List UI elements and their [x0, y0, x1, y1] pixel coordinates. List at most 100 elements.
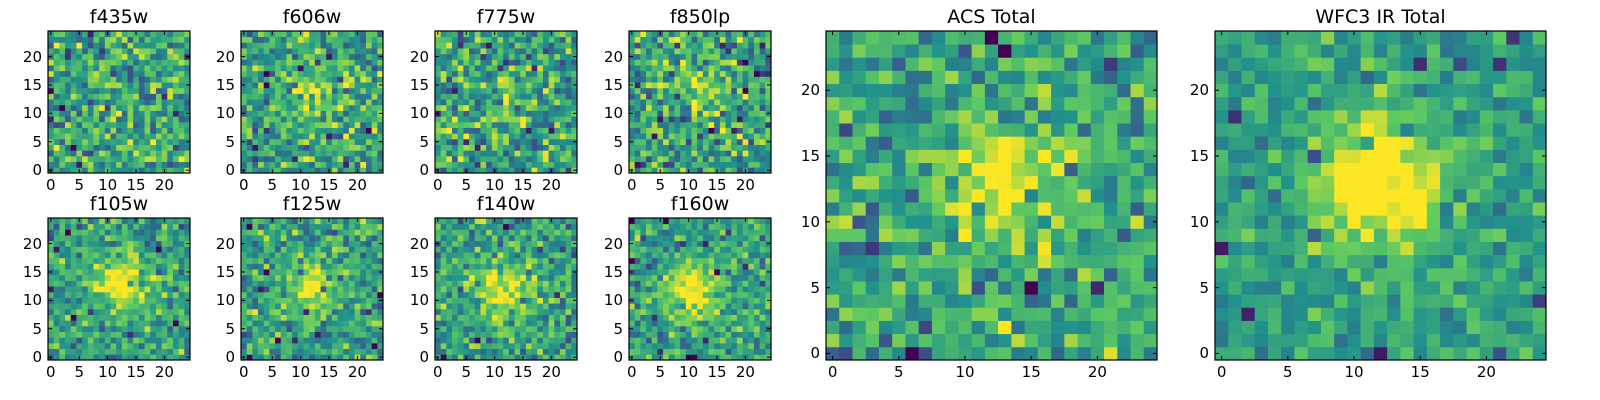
heatmap-cell: [252, 331, 259, 338]
heatmap-cell: [680, 87, 687, 94]
heatmap-cell: [348, 286, 355, 293]
heatmap-cell: [292, 167, 299, 174]
heatmap-cell: [184, 133, 191, 140]
heatmap-cell: [292, 320, 299, 327]
heatmap-cell: [514, 280, 521, 287]
heatmap-cell: [116, 31, 123, 38]
heatmap-cell: [138, 325, 145, 332]
heatmap-cell: [127, 337, 134, 344]
heatmap-cell: [150, 280, 157, 287]
heatmap-cell: [480, 138, 487, 145]
heatmap-cell: [559, 240, 567, 247]
heatmap-cell: [646, 303, 653, 310]
heatmap-cell: [371, 269, 378, 276]
heatmap-cell: [514, 246, 521, 253]
heatmap-cell: [65, 320, 72, 327]
heatmap-cell: [565, 82, 572, 89]
heatmap-cell: [87, 42, 94, 49]
heatmap-cell: [714, 291, 721, 298]
heatmap-cell: [531, 59, 538, 66]
heatmap-cell: [297, 70, 304, 77]
heatmap-cell: [280, 155, 287, 163]
heatmap-cell: [53, 138, 60, 145]
heatmap-cell: [651, 286, 658, 293]
heatmap-cell: [708, 269, 715, 276]
heatmap-cell: [252, 48, 259, 55]
heatmap-cell: [742, 110, 749, 117]
heatmap-cell: [252, 337, 259, 344]
heatmap-cell: [280, 286, 287, 293]
heatmap-cell: [514, 87, 521, 94]
heatmap-cell: [474, 297, 481, 304]
heatmap-cell: [263, 342, 270, 350]
heatmap-cell: [70, 235, 77, 242]
heatmap-cell: [697, 59, 704, 66]
heatmap-cell: [82, 127, 89, 134]
heatmap-cell: [554, 121, 561, 128]
heatmap-cell: [93, 104, 100, 111]
heatmap-cell: [331, 31, 338, 38]
heatmap-cell: [172, 331, 180, 338]
heatmap-cell: [440, 263, 447, 270]
heatmap-cell: [725, 291, 732, 298]
heatmap-cell: [559, 308, 567, 315]
heatmap-cell: [348, 167, 355, 174]
heatmap-cell: [634, 87, 641, 94]
heatmap-cell: [742, 93, 749, 100]
heatmap-cell: [486, 161, 493, 168]
heatmap-cell: [360, 110, 367, 117]
heatmap-cell: [657, 53, 664, 60]
heatmap-cell: [565, 155, 572, 163]
heatmap-cell: [82, 235, 89, 242]
heatmap-cell: [435, 235, 442, 242]
heatmap-cell: [241, 246, 248, 253]
heatmap-cell: [303, 325, 310, 332]
heatmap-cell: [435, 280, 442, 287]
heatmap-cell: [634, 82, 641, 89]
heatmap-cell: [514, 31, 521, 38]
heatmap-cell: [759, 48, 766, 55]
heatmap-cell: [121, 99, 128, 106]
heatmap-cell: [104, 93, 111, 100]
heatmap-cell: [742, 127, 749, 134]
heatmap-cell: [155, 348, 162, 355]
heatmap-cell: [708, 325, 715, 332]
heatmap-cell: [531, 104, 538, 111]
heatmap-cell: [99, 121, 106, 128]
heatmap-cell: [457, 133, 464, 140]
heatmap-cell: [258, 263, 265, 270]
heatmap-cell: [116, 229, 123, 236]
y-tick-label: 0: [613, 161, 623, 180]
heatmap-cell: [314, 150, 321, 157]
heatmap-cell: [503, 82, 510, 89]
heatmap-cell: [76, 93, 83, 100]
heatmap-cell: [150, 110, 157, 117]
heatmap-cell: [765, 59, 772, 66]
heatmap-cell: [127, 99, 134, 106]
heatmap-cell: [503, 348, 510, 355]
heatmap-cell: [565, 104, 572, 111]
heatmap-cell: [127, 127, 134, 134]
heatmap-cell: [702, 87, 709, 94]
heatmap-cell: [452, 263, 459, 270]
heatmap-cell: [280, 82, 287, 89]
heatmap-cell: [184, 155, 191, 163]
heatmap-cell: [292, 70, 299, 77]
heatmap-cell: [161, 269, 168, 276]
heatmap-cell: [331, 223, 338, 230]
heatmap-cell: [697, 104, 704, 111]
heatmap-cell: [104, 235, 111, 242]
heatmap-cell: [646, 110, 653, 117]
heatmap-cell: [104, 87, 111, 94]
heatmap-cell: [634, 48, 641, 55]
heatmap-cell: [725, 144, 732, 151]
heatmap-cell: [127, 218, 134, 225]
heatmap-cell: [640, 155, 647, 163]
heatmap-cell: [514, 155, 521, 163]
heatmap-cell: [731, 133, 738, 140]
heatmap-cell: [167, 65, 174, 72]
heatmap-cell: [354, 274, 361, 281]
heatmap-cell: [708, 138, 715, 145]
heatmap-cell: [161, 42, 168, 49]
heatmap-cell: [480, 320, 487, 327]
